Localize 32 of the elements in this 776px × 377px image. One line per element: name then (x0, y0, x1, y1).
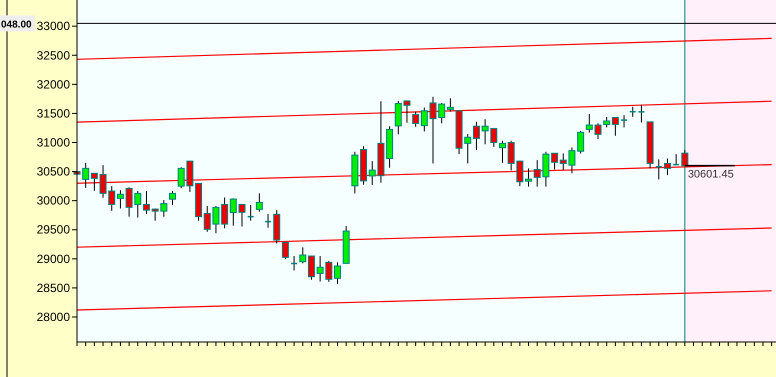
candlestick (160, 200, 168, 218)
text: 048.00 (1, 19, 32, 30)
candlestick (264, 214, 272, 228)
candlestick (282, 242, 289, 260)
candlestick (246, 204, 254, 222)
y-tick-label: 29500 (36, 222, 70, 237)
y-tick-label: 33000 (36, 19, 70, 34)
y-tick-label: 30000 (36, 194, 70, 208)
y-tick-label: 29000 (36, 252, 70, 266)
candlestick (672, 154, 680, 166)
candlestick (169, 190, 176, 206)
candlestick (290, 256, 298, 271)
candlestick (490, 128, 498, 148)
candlestick (638, 104, 646, 123)
y-tick-label: 31500 (36, 106, 70, 120)
y-tick-label: 32000 (36, 77, 70, 92)
y-tick-label: 30500 (36, 164, 70, 179)
candlestick (446, 98, 454, 112)
candlestick (256, 192, 263, 212)
y-tick-label: 28500 (36, 280, 70, 295)
y-tick-label: 28000 (36, 310, 70, 324)
candlestick (534, 160, 541, 188)
ref-line-label: 30601.45 (688, 168, 734, 181)
y-tick-label: 31000 (36, 136, 70, 150)
candlestick (664, 158, 671, 176)
candlestick (620, 114, 628, 128)
candlestick (178, 166, 185, 189)
candlestick (412, 111, 420, 128)
candlestick (628, 106, 636, 118)
candlestick (612, 116, 619, 136)
y-tick-label: 32500 (36, 48, 70, 62)
candlestick (655, 158, 663, 180)
